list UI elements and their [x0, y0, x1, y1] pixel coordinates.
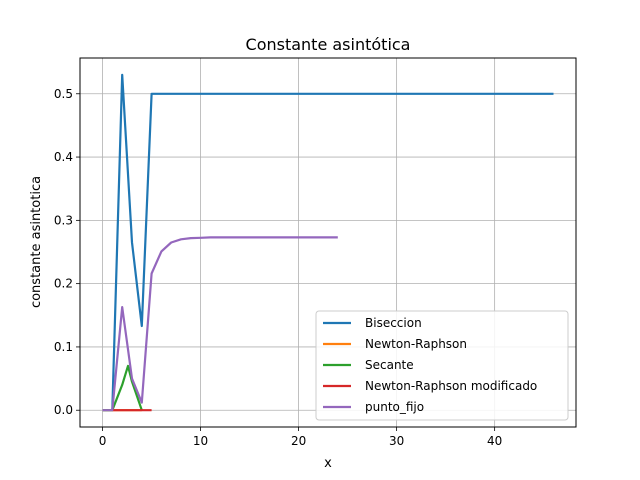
y-axis-label: constante asintotica — [29, 176, 44, 308]
y-tick-label: 0.0 — [54, 403, 73, 417]
legend: Biseccion Newton-Raphson Secante Newton-Rap… — [315, 310, 569, 421]
y-tick-label: 0.1 — [54, 340, 73, 354]
legend-label-0: Biseccion — [365, 316, 422, 330]
y-tick-label: 0.2 — [54, 277, 73, 291]
x-tick-label: 0 — [99, 434, 107, 448]
y-tick-label: 0.3 — [54, 213, 73, 227]
plot-frame — [79, 57, 577, 428]
x-axis-label: x — [324, 456, 332, 471]
x-tick-label: 40 — [487, 434, 502, 448]
axis-ticks: 0 10 20 30 40 0.0 0.1 0.2 0.3 0.4 0.5 — [54, 87, 502, 448]
legend-frame — [315, 310, 569, 421]
x-tick-label: 20 — [291, 434, 306, 448]
legend-label-2: Secante — [365, 358, 414, 372]
y-tick-label: 0.4 — [54, 150, 73, 164]
x-tick-label: 30 — [389, 434, 404, 448]
y-tick-label: 0.5 — [54, 87, 73, 101]
series-line-0 — [102, 73, 554, 412]
legend-label-4: punto_fijo — [365, 400, 424, 414]
chart-title: Constante asintótica — [246, 35, 411, 54]
x-tick-label: 10 — [193, 434, 208, 448]
legend-label-3: Newton-Raphson modificado — [365, 379, 537, 393]
plot-lines — [102, 73, 554, 412]
series-line-4 — [102, 236, 338, 412]
legend-label-1: Newton-Raphson — [365, 337, 467, 351]
